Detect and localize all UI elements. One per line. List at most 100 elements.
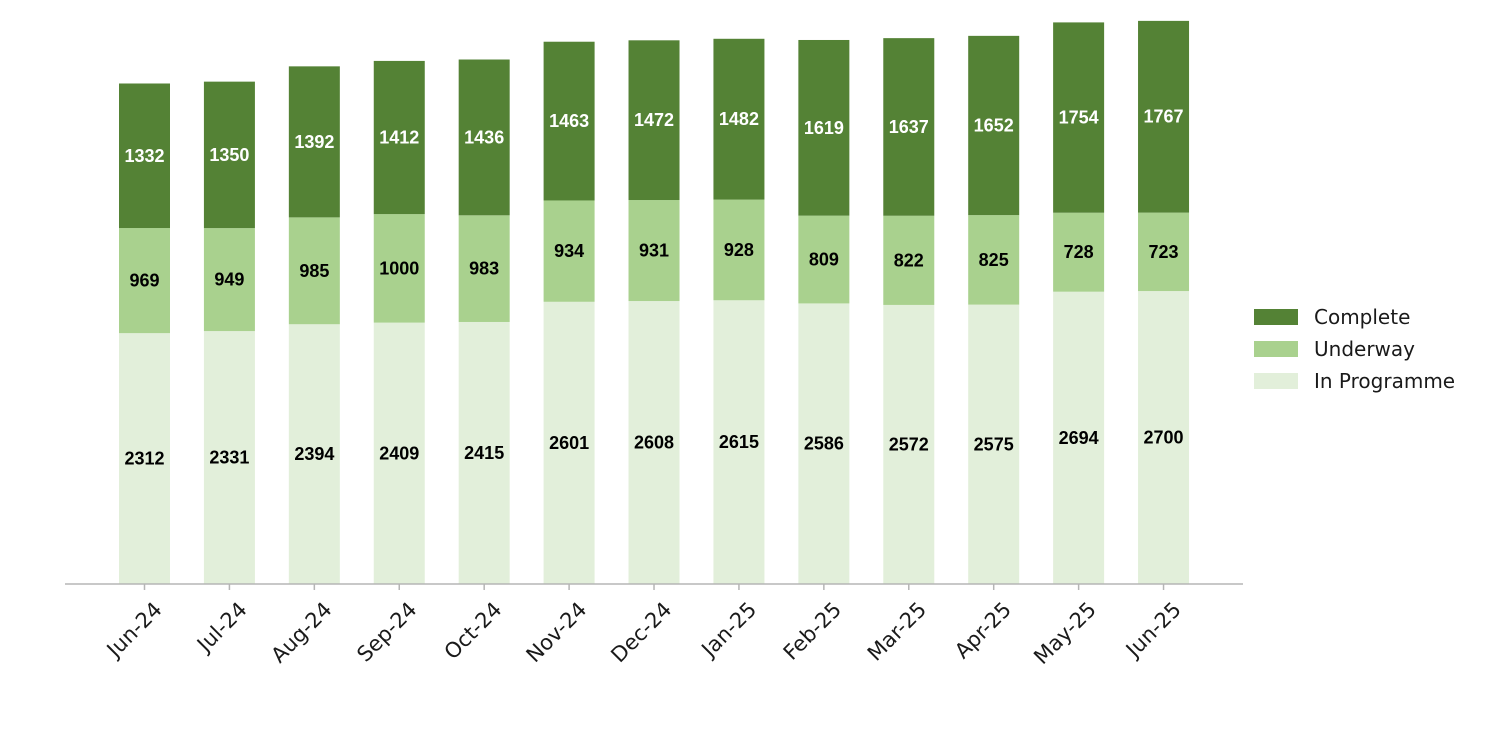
bar-segment-complete	[883, 38, 935, 216]
data-label-complete: 1619	[804, 118, 844, 138]
bar-segment-complete	[798, 39, 850, 216]
x-tick-label: Sep-24	[352, 597, 421, 666]
bar-segment-underway	[628, 200, 680, 302]
bar-segment-complete	[458, 59, 510, 216]
bar-segment-complete	[373, 60, 425, 215]
bar-segment-in-programme	[1053, 291, 1105, 584]
bar-segment-in-programme	[628, 301, 680, 584]
legend-swatch-in-programme	[1254, 373, 1298, 389]
bar-segment-complete	[1053, 22, 1105, 213]
data-label-underway: 1000	[379, 258, 419, 278]
data-label-underway: 928	[724, 240, 754, 260]
bar-segment-in-programme	[288, 324, 340, 584]
bar-segment-underway	[713, 199, 765, 301]
bar-segment-in-programme	[458, 321, 510, 584]
x-tick-label: Jul-24	[191, 597, 252, 658]
data-label-complete: 1652	[974, 115, 1014, 135]
x-tick-label: Apr-25	[950, 597, 1016, 663]
bars-layer	[119, 20, 1190, 584]
legend-swatch-underway	[1254, 341, 1298, 357]
data-label-underway: 931	[639, 241, 669, 261]
data-label-underway: 985	[299, 261, 329, 281]
x-tick-label: Aug-24	[266, 597, 336, 667]
x-tick-label: Jun-24	[101, 597, 167, 663]
data-label-complete: 1754	[1059, 108, 1099, 128]
data-label-complete: 1637	[889, 117, 929, 137]
data-label-in-programme: 2331	[209, 448, 249, 468]
data-label-complete: 1463	[549, 111, 589, 131]
x-tick-label: Dec-24	[606, 597, 676, 667]
bar-segment-underway	[883, 215, 935, 305]
data-label-underway: 949	[214, 270, 244, 290]
bar-segment-in-programme	[713, 300, 765, 584]
x-tick-label: Jan-25	[696, 597, 762, 663]
bar-segment-in-programme	[968, 304, 1020, 584]
bar-segment-complete	[713, 38, 765, 200]
data-label-underway: 822	[894, 250, 924, 270]
legend-label-complete: Complete	[1314, 305, 1410, 329]
data-label-in-programme: 2700	[1144, 428, 1184, 448]
bar-segment-underway	[119, 228, 170, 334]
bar-segment-in-programme	[543, 301, 595, 584]
x-axis-ticks: Jun-24 Jul-24 Aug-24 Sep-24 Oct-24 Nov-24 Dec-…	[101, 584, 1186, 669]
bar-segment-underway	[1053, 212, 1105, 292]
data-label-complete: 1392	[294, 132, 334, 152]
data-label-underway: 934	[554, 241, 584, 261]
bar-segment-complete	[628, 40, 680, 201]
data-label-in-programme: 2615	[719, 432, 759, 452]
data-label-in-programme: 2575	[974, 434, 1014, 454]
bar-segment-in-programme	[119, 333, 170, 584]
data-label-underway: 825	[979, 250, 1009, 270]
bar-segment-complete	[543, 41, 595, 201]
data-label-complete: 1436	[464, 127, 504, 147]
bar-segment-in-programme	[1138, 291, 1190, 584]
bar-segment-complete	[119, 83, 170, 229]
data-label-complete: 1412	[379, 128, 419, 148]
bar-segment-underway	[288, 217, 340, 325]
data-label-underway: 809	[809, 250, 839, 270]
bar-segment-in-programme	[203, 331, 255, 584]
legend-label-in-programme: In Programme	[1314, 369, 1455, 393]
bar-segment-complete	[203, 81, 255, 229]
bar-segment-underway	[1138, 212, 1190, 292]
bar-segment-underway	[203, 228, 255, 332]
data-label-in-programme: 2415	[464, 443, 504, 463]
data-label-complete: 1350	[209, 145, 249, 165]
data-label-in-programme: 2409	[379, 443, 419, 463]
x-tick-label: Feb-25	[779, 597, 847, 665]
data-label-complete: 1482	[719, 109, 759, 129]
data-label-complete: 1332	[124, 146, 164, 166]
x-tick-label: Jun-25	[1120, 597, 1186, 663]
data-label-in-programme: 2694	[1059, 428, 1099, 448]
data-label-underway: 969	[129, 271, 159, 291]
bar-segment-in-programme	[373, 322, 425, 584]
x-tick-label: Oct-24	[440, 597, 507, 664]
x-tick-label: May-25	[1029, 597, 1101, 669]
x-tick-label: Mar-25	[863, 597, 931, 665]
bar-segment-complete	[968, 35, 1020, 216]
data-label-in-programme: 2572	[889, 434, 929, 454]
legend-label-underway: Underway	[1314, 337, 1415, 361]
data-label-complete: 1472	[634, 110, 674, 130]
x-tick-label: Nov-24	[522, 597, 592, 667]
legend-swatch-complete	[1254, 309, 1298, 325]
data-label-underway: 983	[469, 259, 499, 279]
bar-segment-underway	[458, 215, 510, 322]
data-label-in-programme: 2608	[634, 433, 674, 453]
bar-segment-underway	[543, 200, 595, 302]
data-label-in-programme: 2586	[804, 434, 844, 454]
bar-segment-underway	[798, 215, 850, 304]
bar-segment-complete	[288, 66, 340, 218]
bar-segment-underway	[968, 215, 1020, 305]
data-labels-layer: 2312 969 1332 2331 949 1350 2394 985 1392 2409 100…	[124, 107, 1183, 469]
data-label-underway: 723	[1149, 242, 1179, 262]
bar-segment-in-programme	[883, 304, 935, 584]
bar-segment-complete	[1138, 20, 1190, 213]
bar-segment-underway	[373, 214, 425, 323]
data-label-in-programme: 2312	[124, 449, 164, 469]
data-label-in-programme: 2601	[549, 433, 589, 453]
data-label-underway: 728	[1064, 242, 1094, 262]
data-label-complete: 1767	[1144, 107, 1184, 127]
